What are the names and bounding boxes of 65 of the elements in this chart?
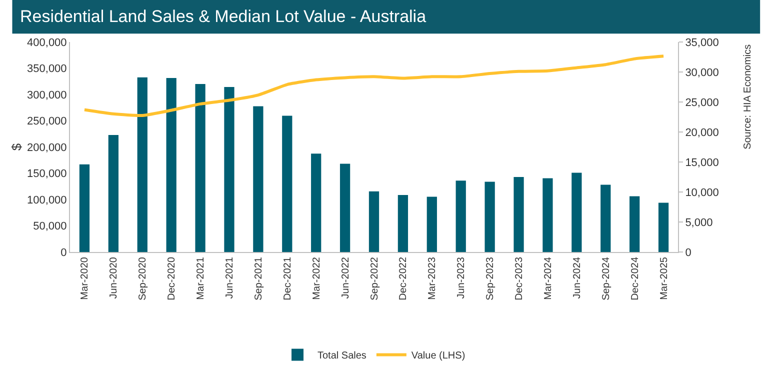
x-tick-label: Jun-2021 bbox=[224, 256, 236, 299]
x-tick-label: Mar-2020 bbox=[80, 256, 91, 300]
bar bbox=[572, 172, 582, 252]
bar bbox=[108, 135, 118, 252]
y-tick-label: 250,000 bbox=[27, 116, 67, 128]
bar bbox=[224, 87, 234, 252]
bar bbox=[282, 116, 292, 252]
y2-tick-label: 35,000 bbox=[685, 36, 719, 49]
x-tick-label: Sep-2024 bbox=[600, 256, 612, 300]
chart-title: Residential Land Sales & Median Lot Value - Australia bbox=[20, 7, 427, 26]
y2-tick-label: 20,000 bbox=[685, 126, 719, 139]
bar bbox=[630, 196, 640, 252]
x-tick-label: Dec-2024 bbox=[630, 256, 641, 300]
x-tick-label: Mar-2024 bbox=[542, 256, 554, 300]
bar bbox=[398, 195, 408, 252]
y-tick-label: 50,000 bbox=[33, 220, 67, 233]
x-tick-label: Jun-2020 bbox=[108, 256, 120, 299]
bar bbox=[456, 180, 466, 252]
y2-tick-label: 30,000 bbox=[685, 66, 719, 79]
y2-tick-label: 10,000 bbox=[685, 186, 719, 199]
x-tick-label: Sep-2021 bbox=[253, 256, 264, 300]
y2-tick-label: 25,000 bbox=[685, 96, 719, 109]
x-tick-label: Dec-2023 bbox=[514, 256, 526, 300]
y2-tick-label: 15,000 bbox=[685, 156, 719, 169]
bar bbox=[658, 202, 669, 252]
y-tick-label: 100,000 bbox=[27, 194, 67, 206]
x-tick-label: Dec-2022 bbox=[398, 256, 410, 300]
bar bbox=[340, 164, 350, 252]
y-tick-label: 150,000 bbox=[27, 168, 67, 180]
x-tick-label: Mar-2023 bbox=[427, 256, 438, 300]
bar bbox=[514, 177, 524, 252]
x-tick-label: Sep-2020 bbox=[138, 256, 149, 300]
bar bbox=[600, 184, 611, 252]
y-axis-title: $ bbox=[8, 142, 24, 151]
x-tick-label: Jun-2023 bbox=[456, 256, 468, 299]
bar bbox=[137, 77, 148, 252]
bar bbox=[253, 106, 264, 252]
y-tick-label: 0 bbox=[60, 246, 67, 259]
legend-label: Total Sales bbox=[318, 350, 366, 362]
x-tick-label: Dec-2021 bbox=[282, 256, 294, 300]
y-tick-label: 400,000 bbox=[27, 36, 67, 49]
x-tick-label: Mar-2021 bbox=[196, 256, 207, 300]
y-tick-label: 300,000 bbox=[27, 89, 67, 102]
x-tick-label: Jun-2024 bbox=[572, 256, 583, 299]
bar bbox=[166, 78, 176, 252]
x-tick-label: Sep-2022 bbox=[369, 256, 380, 300]
bar bbox=[311, 154, 322, 252]
y2-tick-label: 5,000 bbox=[685, 216, 713, 229]
x-tick-label: Mar-2022 bbox=[311, 256, 322, 300]
line-series bbox=[82, 54, 666, 118]
bar bbox=[426, 196, 437, 252]
bar bbox=[79, 164, 90, 252]
y-tick-label: 200,000 bbox=[27, 142, 67, 154]
x-tick-label: Sep-2023 bbox=[485, 256, 496, 300]
y2-tick-label: 0 bbox=[685, 246, 692, 259]
legend-label: Value (LHS) bbox=[411, 350, 466, 362]
x-tick-label: Mar-2025 bbox=[658, 256, 670, 300]
bar bbox=[368, 191, 380, 252]
bar bbox=[542, 178, 553, 252]
bar bbox=[484, 182, 495, 252]
x-tick-label: Dec-2020 bbox=[166, 256, 178, 300]
source-note: Source: HIA Economics bbox=[742, 44, 754, 150]
bar bbox=[195, 84, 206, 252]
y-tick-label: 350,000 bbox=[27, 63, 67, 76]
x-tick-label: Jun-2022 bbox=[340, 256, 352, 299]
